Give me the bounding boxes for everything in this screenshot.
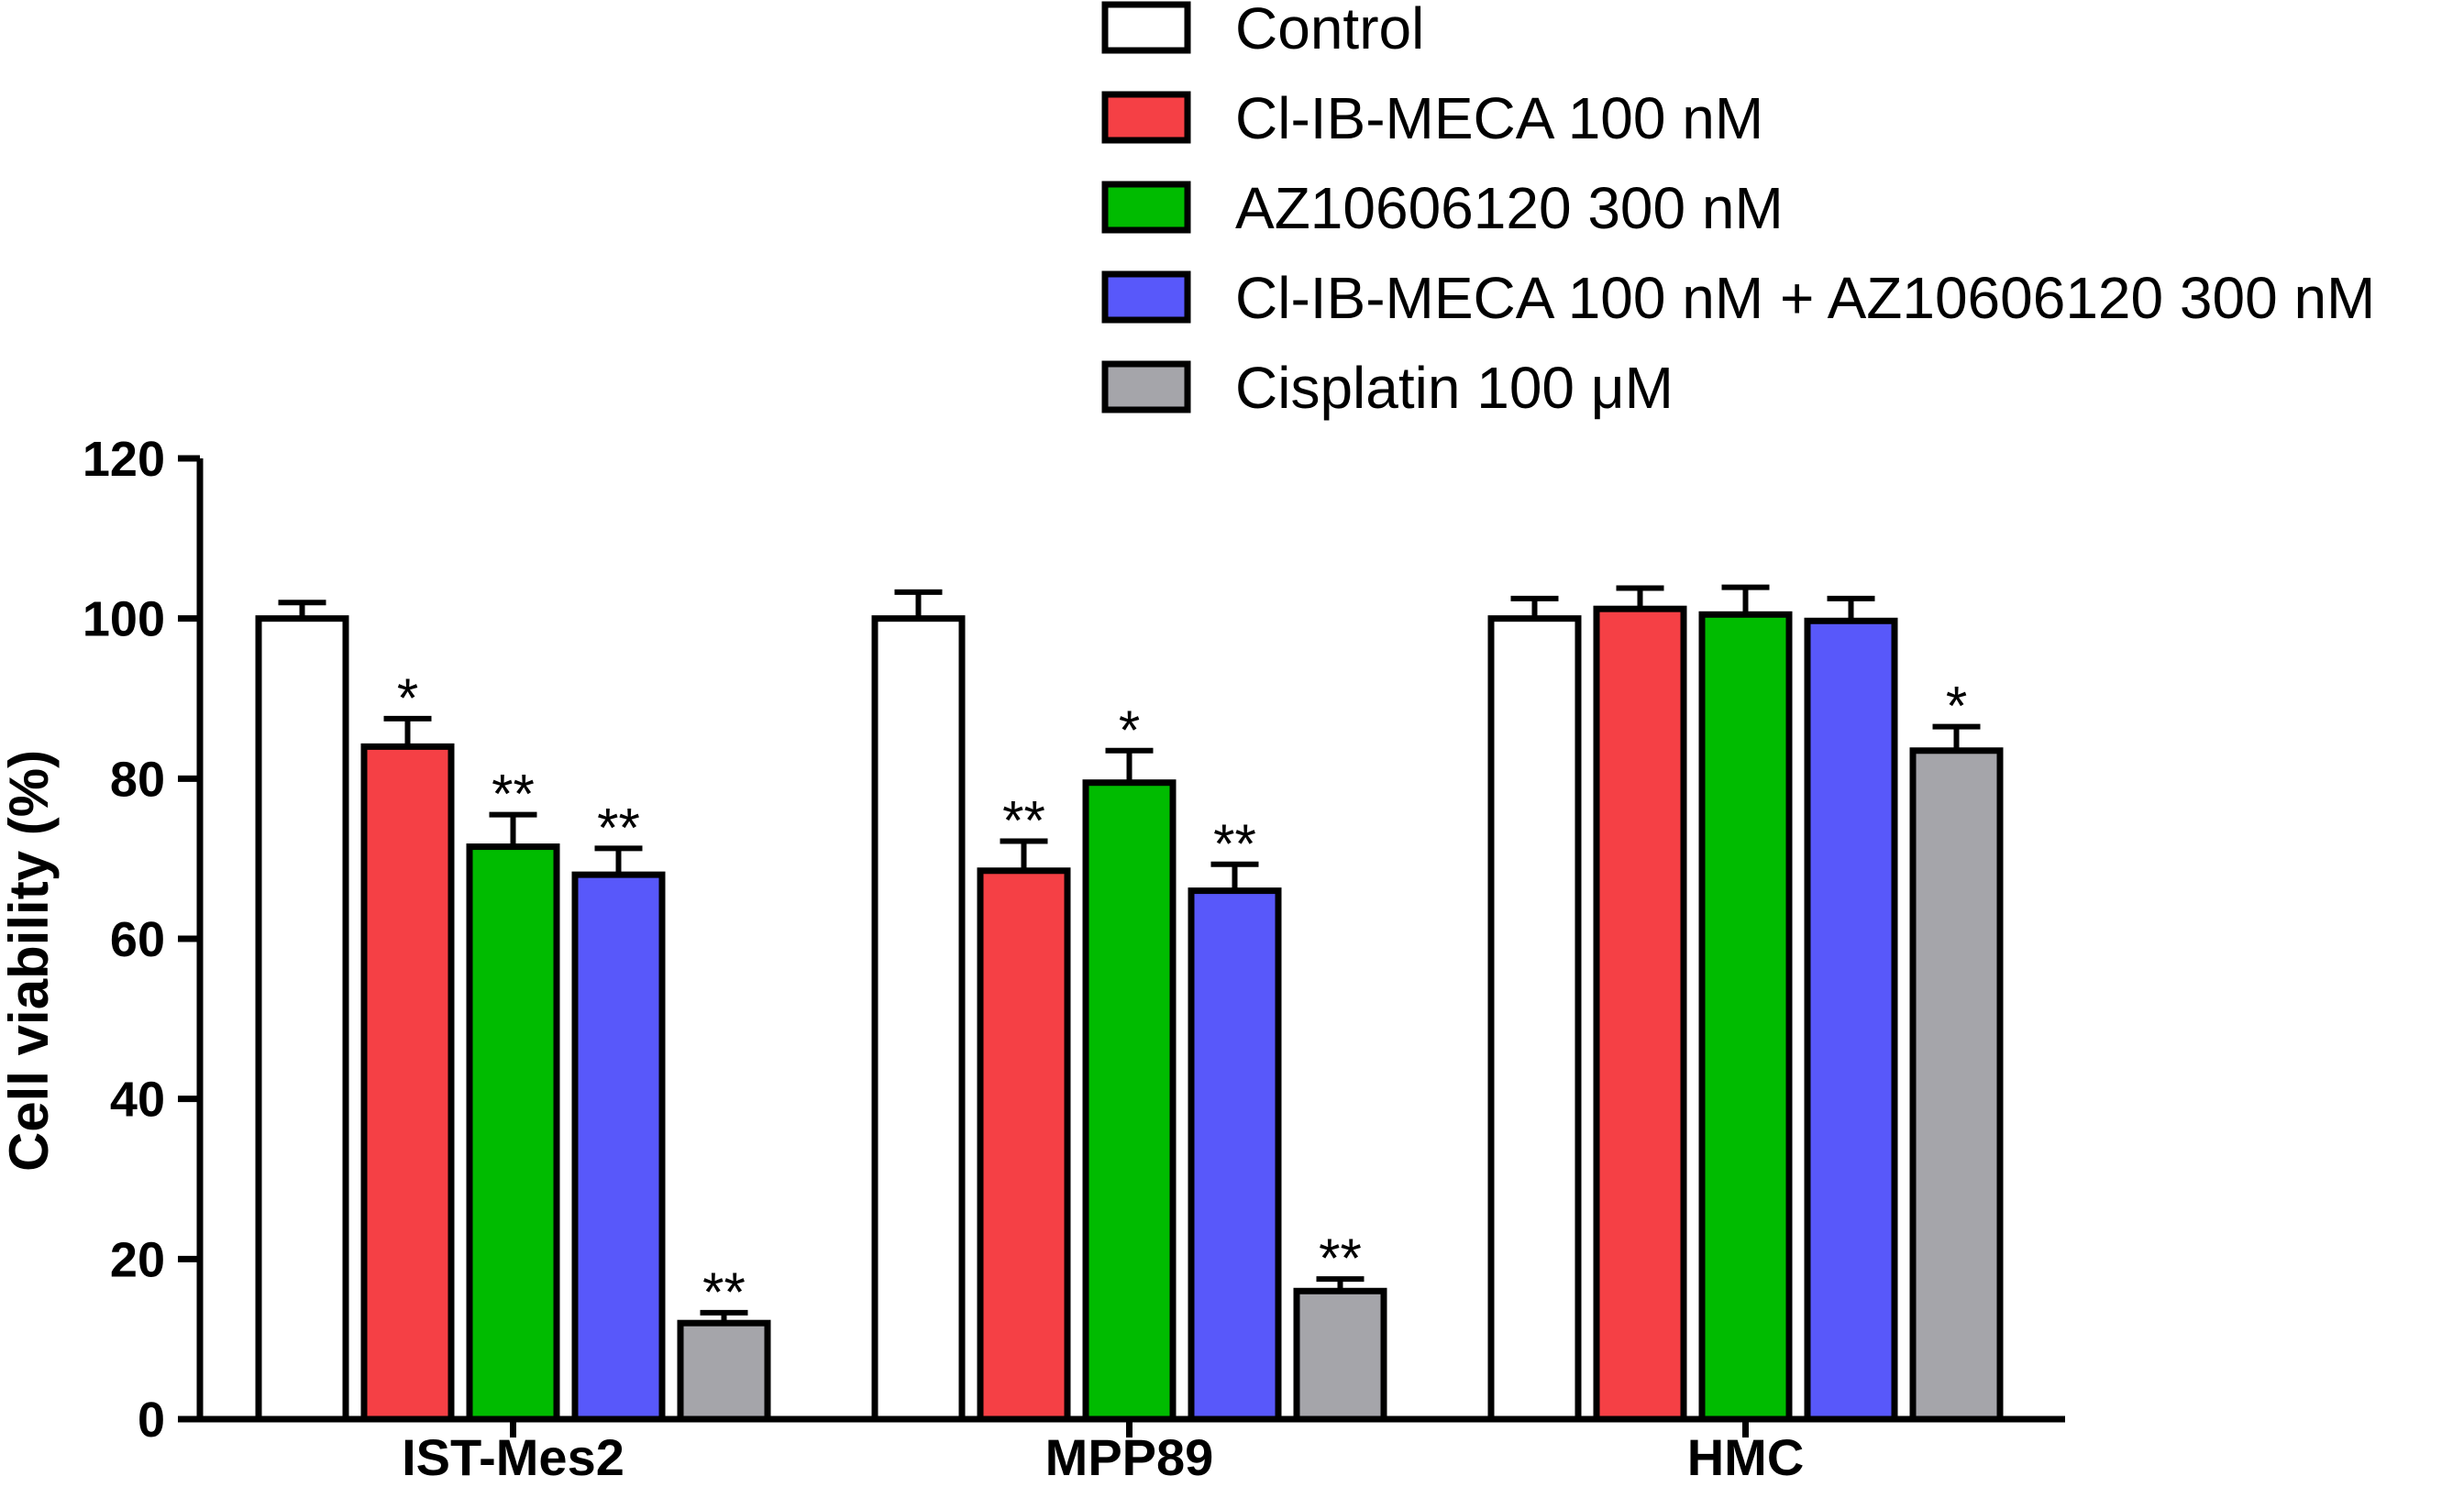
bar (1804, 617, 1898, 1423)
bar (977, 867, 1071, 1423)
axes: 0 20 40 60 80 100 120 IST-Mes2 MPP89 HMC (83, 432, 2065, 1486)
significance-marker: * (1946, 676, 1967, 737)
bar (871, 615, 966, 1423)
legend-swatch (1101, 270, 1191, 324)
y-tick-label: 0 (138, 1393, 165, 1448)
legend-label: Cl-IB-MECA 100 nM + AZ10606120 300 nM (1235, 265, 2375, 331)
bar (677, 1319, 771, 1423)
bar (1082, 779, 1177, 1423)
legend-label: Control (1235, 0, 1424, 61)
bar (1188, 887, 1282, 1423)
significance-marker: ** (492, 764, 535, 825)
bar (1698, 611, 1793, 1423)
x-category-label: MPP89 (1045, 1428, 1214, 1486)
significance-marker: ** (702, 1261, 746, 1323)
legend: Control Cl-IB-MECA 100 nM AZ10606120 300 n… (1101, 0, 2375, 421)
bar (1293, 1287, 1387, 1423)
bar (1593, 605, 1687, 1423)
significance-marker: ** (1213, 813, 1256, 875)
y-tick-label: 80 (110, 752, 165, 807)
legend-label: Cl-IB-MECA 100 nM (1235, 85, 1763, 151)
bar (571, 871, 666, 1423)
y-tick-label: 40 (110, 1073, 165, 1128)
legend-swatch (1101, 1, 1191, 54)
legend-label: Cisplatin 100 μM (1235, 355, 1674, 421)
significance-marker: * (1119, 699, 1140, 761)
bar (466, 843, 560, 1423)
significance-marker: * (397, 667, 418, 729)
y-tick-label: 20 (110, 1232, 165, 1287)
legend-swatch (1101, 360, 1191, 413)
significance-marker: ** (597, 797, 640, 858)
bar (1909, 747, 2004, 1423)
y-tick-label: 120 (83, 432, 165, 487)
significance-marker: ** (1319, 1228, 1362, 1289)
y-tick-label: 100 (83, 592, 165, 647)
y-tick-label: 60 (110, 912, 165, 967)
bar (1487, 615, 1582, 1423)
bars: *************** (255, 584, 2004, 1423)
x-category-label: IST-Mes2 (402, 1428, 624, 1486)
legend-swatch (1101, 181, 1191, 234)
significance-marker: ** (1002, 789, 1045, 851)
legend-label: AZ10606120 300 nM (1235, 175, 1784, 241)
y-axis-label: Cell viability (%) (0, 750, 60, 1172)
x-category-label: HMC (1687, 1428, 1805, 1486)
bar (255, 615, 349, 1423)
bar (360, 743, 455, 1423)
legend-swatch (1101, 91, 1191, 144)
